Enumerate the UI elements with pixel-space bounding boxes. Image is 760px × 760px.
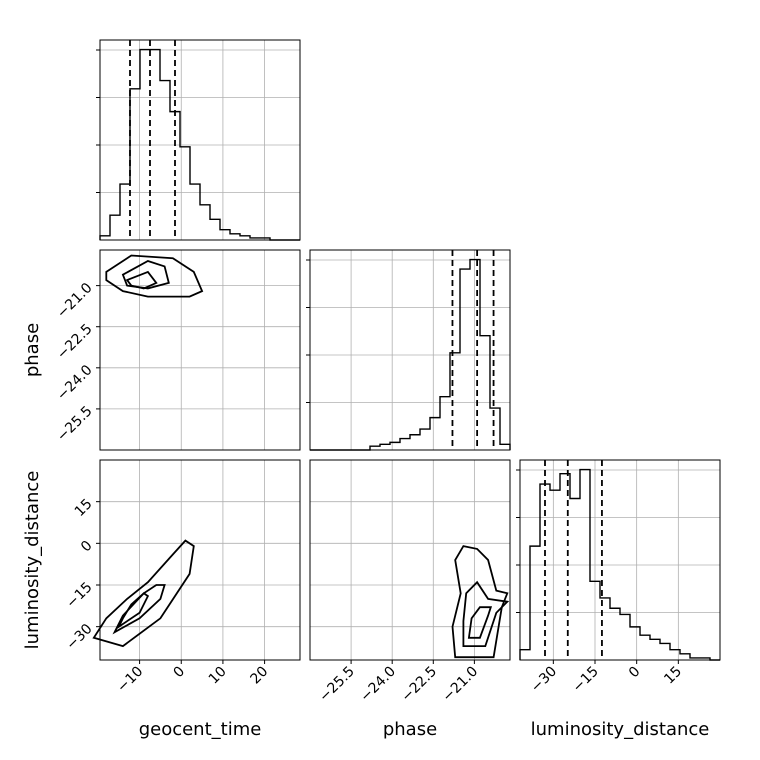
x-tick-label-phase-1: −24.0 bbox=[357, 664, 399, 706]
x-tick-label-geocent_time-0: −10 bbox=[114, 664, 146, 696]
panel-frame bbox=[99, 249, 301, 451]
x-tick-label-geocent_time-1: 0 bbox=[170, 664, 188, 682]
y-tick-label-phase-1: −24.0 bbox=[54, 362, 96, 404]
hist-frame-geocent_time bbox=[99, 39, 301, 241]
x-axis-label-luminosity-distance: luminosity_distance bbox=[531, 719, 710, 740]
contour-level-3 bbox=[467, 606, 493, 639]
x-axis-label-geocent-time: geocent_time bbox=[139, 719, 262, 740]
contour-level-3 bbox=[125, 270, 158, 290]
y-tick-label-phase-0: −25.5 bbox=[54, 403, 96, 445]
labels-layer: geocent_time phase luminosity_distance p… bbox=[22, 323, 709, 740]
panel-frame bbox=[309, 459, 511, 661]
hist-frame-luminosity_distance bbox=[519, 459, 721, 661]
panel-geocent_time-vs-phase bbox=[99, 249, 301, 451]
hist-frame-phase bbox=[309, 249, 511, 451]
x-tick-label-geocent_time-2: 10 bbox=[206, 664, 230, 688]
contour-level-1 bbox=[451, 545, 509, 659]
hist-panel-geocent_time bbox=[96, 39, 301, 241]
contour-level-2 bbox=[462, 580, 510, 647]
x-tick-label-phase-3: −21.0 bbox=[440, 664, 482, 706]
y-axis-label-luminosity-distance: luminosity_distance bbox=[22, 471, 43, 650]
x-tick-label-phase-0: −25.5 bbox=[316, 664, 358, 706]
y-tick-label-luminosity_distance-2: 0 bbox=[78, 538, 96, 556]
panel-phase-vs-luminosity_distance bbox=[309, 459, 511, 661]
x-tick-label-luminosity_distance-2: 0 bbox=[626, 664, 644, 682]
panel-geocent_time-vs-luminosity_distance bbox=[92, 459, 301, 661]
panel-frame bbox=[99, 459, 301, 661]
x-tick-label-luminosity_distance-1: −15 bbox=[570, 664, 602, 696]
y-axis-label-phase: phase bbox=[22, 323, 43, 377]
y-tick-label-phase-2: −22.5 bbox=[54, 321, 96, 363]
hist-luminosity_distance bbox=[519, 468, 720, 661]
contour-level-3 bbox=[116, 592, 150, 630]
x-axis-label-phase: phase bbox=[383, 719, 437, 740]
x-tick-label-luminosity_distance-0: −30 bbox=[528, 664, 560, 696]
panels-layer: −10 0 10 20 −25.5 −24.0 −22.5 −21.0 −30 −15 0 15−25… bbox=[54, 39, 721, 706]
x-tick-label-luminosity_distance-3: 15 bbox=[661, 664, 685, 688]
x-tick-label-geocent_time-3: 20 bbox=[247, 664, 271, 688]
x-tick-label-phase-2: −22.5 bbox=[398, 664, 440, 706]
y-tick-label-luminosity_distance-0: −30 bbox=[63, 621, 95, 653]
y-tick-label-luminosity_distance-3: 15 bbox=[72, 496, 96, 520]
contour-level-1 bbox=[105, 254, 204, 298]
y-tick-label-luminosity_distance-1: −15 bbox=[63, 579, 95, 611]
y-tick-label-phase-3: −21.0 bbox=[54, 280, 96, 322]
hist-panel-luminosity_distance bbox=[516, 459, 721, 661]
contour-level-2 bbox=[121, 260, 170, 290]
hist-panel-phase bbox=[306, 249, 511, 451]
contour-level-1 bbox=[92, 539, 195, 648]
